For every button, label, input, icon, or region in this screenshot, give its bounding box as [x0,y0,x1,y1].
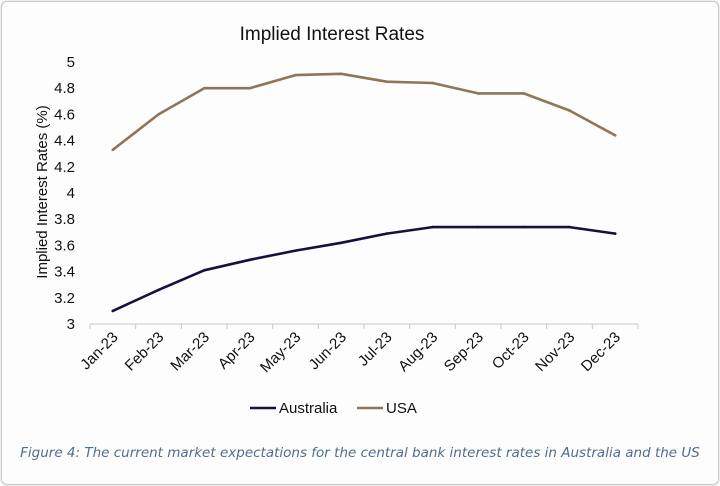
x-tick-label: Oct-23 [489,329,533,373]
x-tick-label: Apr-23 [215,329,259,373]
y-tick-label: 4 [67,185,75,202]
data-point-usa [476,92,480,95]
data-point-usa [339,72,343,76]
data-point-australia [157,288,160,292]
data-point-usa [202,86,206,90]
y-tick-label: 3.4 [54,264,75,281]
data-point-australia [111,309,115,313]
y-tick-label: 4.4 [54,133,75,150]
data-point-australia [431,225,434,229]
y-tick-label: 3.6 [54,237,75,254]
legend-label: USA [386,400,417,417]
series-line-usa [111,72,617,152]
x-tick-label: Jan-23 [77,329,121,373]
data-point-australia [202,268,206,272]
y-axis-label: Implied Interest Rates (%) [34,105,51,278]
y-ticks: 3 3.2 3.4 3.6 3.8 4 4.2 4.4 4.6 4.8 5 [54,54,75,333]
series-line-australia [111,225,617,313]
data-point-usa [431,81,434,85]
y-tick-label: 3.2 [54,290,75,307]
data-point-australia [339,241,343,245]
x-tick-label: Jun-23 [306,329,350,373]
y-tick-label: 4.6 [54,106,75,123]
data-point-usa [522,92,526,95]
x-tick-label: Aug-23 [395,329,441,375]
x-tick-label: Mar-23 [167,329,213,375]
x-tick-label: Sep-23 [441,329,487,375]
y-tick-label: 4.8 [54,80,75,97]
legend-label: Australia [279,400,338,417]
data-point-usa [111,148,115,152]
x-tick-label: Feb-23 [122,329,168,375]
y-tick-label: 3.8 [54,211,75,228]
x-tick-label: May-23 [257,329,304,376]
y-tick-label: 3 [67,316,75,333]
x-tick-label: Nov-23 [532,329,578,375]
figure-caption: Figure 4: The current market expectation… [20,445,700,461]
x-tick-label: Dec-23 [578,329,624,375]
data-point-australia [568,225,571,229]
data-point-usa [294,73,297,77]
data-point-australia [476,225,480,229]
y-tick-label: 4.2 [54,159,75,176]
data-point-usa [248,86,252,90]
y-tick-label: 5 [67,54,75,71]
x-tick-label: Jul-23 [355,329,396,370]
data-point-usa [385,80,389,83]
data-point-usa [568,109,571,112]
data-point-usa [157,113,160,116]
data-point-usa [613,134,617,137]
series-lines [111,72,617,313]
data-point-australia [385,232,389,235]
line-chart: Implied Interest Rates Implied Interest … [34,24,639,417]
data-point-australia [522,225,526,229]
chart-title: Implied Interest Rates [240,24,425,45]
data-point-australia [294,249,297,252]
data-point-australia [613,232,617,235]
legend: Australia USA [250,400,417,417]
data-point-australia [248,258,252,262]
